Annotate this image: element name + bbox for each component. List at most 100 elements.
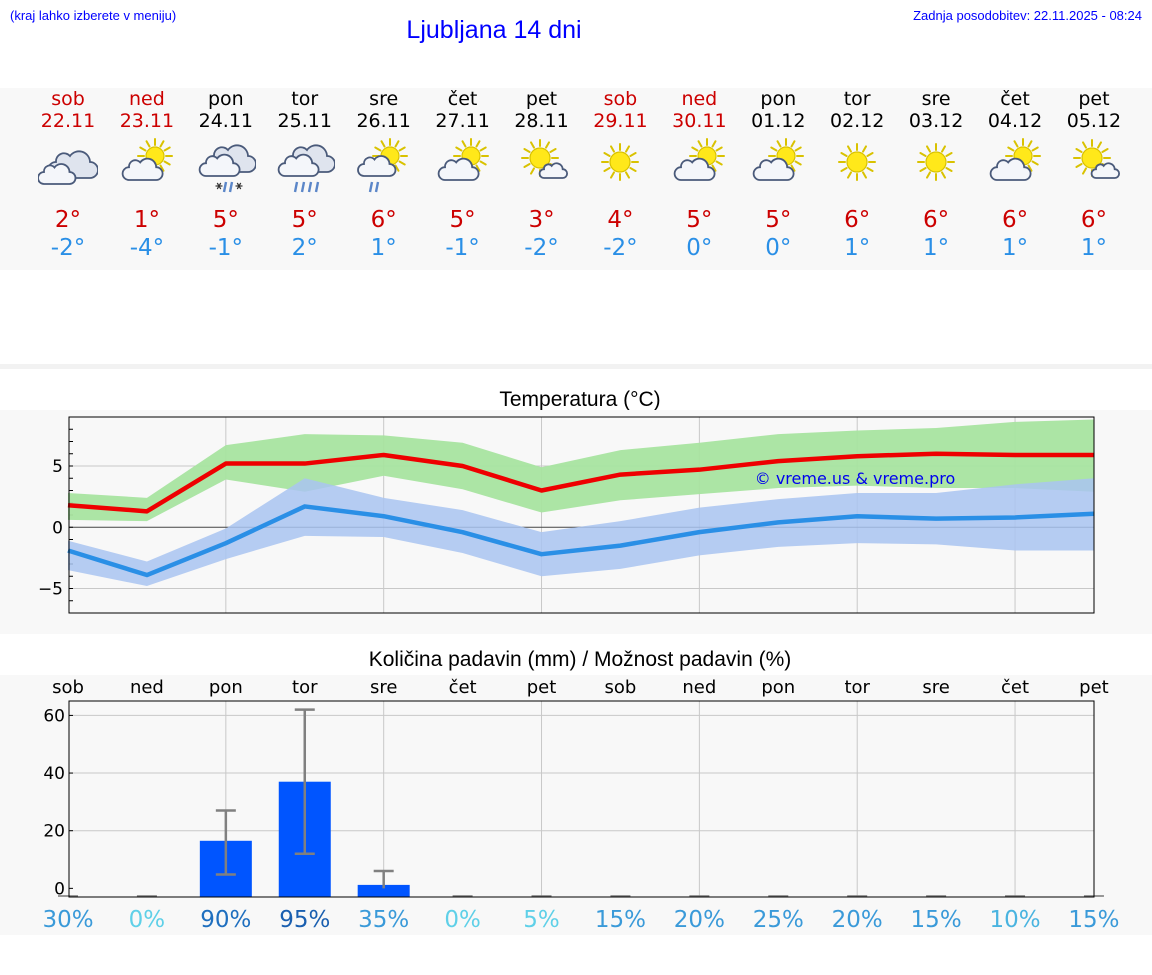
x-tick-label: tor — [292, 677, 318, 698]
y-tick-label: 20 — [43, 822, 65, 842]
precip-probability: 95% — [279, 907, 330, 933]
temp-min: -1° — [208, 235, 244, 261]
day-name: tor — [291, 88, 319, 110]
x-tick-label: pon — [209, 677, 243, 698]
y-tick-label: 60 — [43, 706, 65, 726]
day-name: pon — [207, 88, 244, 110]
sun-cloud-icon — [121, 138, 173, 181]
day-column: sob 22.11 2° -2° — [28, 88, 108, 262]
sun-small-cloud-icon — [520, 139, 568, 179]
precip-probability: 15% — [595, 907, 646, 933]
day-date: 23.11 — [119, 110, 175, 132]
precip-bar — [357, 884, 410, 897]
separator — [0, 364, 1152, 369]
temp-min: -2° — [603, 235, 638, 261]
y-tick-label: 0 — [52, 518, 63, 538]
day-date: 03.12 — [908, 110, 964, 132]
precip-probability: 15% — [1068, 907, 1119, 933]
day-date: 27.11 — [435, 110, 490, 132]
x-tick-label: pet — [1079, 677, 1109, 698]
day-name: sob — [603, 88, 638, 110]
day-column: sob 29.11 4° -2° — [580, 88, 660, 262]
precip-probability: 35% — [358, 907, 409, 933]
temp-min: -2° — [524, 235, 559, 261]
x-tick-label: pon — [761, 677, 795, 698]
y-tick-label: −5 — [38, 580, 63, 600]
x-tick-label: ned — [682, 677, 716, 698]
max-temp-band — [68, 419, 1094, 522]
temp-max: 6° — [844, 207, 871, 233]
temp-max: 6° — [1001, 207, 1029, 233]
temp-max: 6° — [370, 207, 397, 233]
y-tick-label: 5 — [52, 457, 63, 477]
cloud-rain-icon — [277, 144, 335, 193]
sun-icon — [601, 143, 640, 181]
day-name: pon — [760, 88, 797, 110]
sun-cloud-icon — [437, 138, 489, 181]
day-column: tor 02.12 6° 1° — [817, 88, 897, 262]
day-column: sre 03.12 6° 1° — [896, 88, 976, 262]
temp-max: 5° — [449, 207, 476, 233]
day-column: pon 24.11 5° -1° — [186, 88, 266, 262]
temp-min: 1° — [844, 235, 871, 261]
day-date: 28.11 — [514, 110, 569, 132]
day-name: tor — [843, 88, 871, 110]
last-update: Zadnja posodobitev: 22.11.2025 - 08:24 — [913, 8, 1142, 23]
min-temp-line — [67, 504, 1095, 578]
day-column: tor 25.11 5° 2° — [265, 88, 345, 262]
temp-max: 5° — [686, 207, 713, 233]
day-date: 29.11 — [593, 110, 648, 132]
precipitation-chart: sob ned pon tor sre čet pet sob ned pon tor sre čet p… — [42, 677, 1119, 933]
y-tick-label: 40 — [43, 764, 65, 784]
day-column: čet 04.12 6° 1° — [975, 88, 1055, 262]
temp-min: 1° — [1001, 235, 1029, 261]
plot-frame — [68, 416, 1095, 614]
day-name: pet — [1078, 88, 1110, 110]
temp-min: -4° — [129, 235, 165, 261]
x-tick-label: čet — [1001, 677, 1029, 698]
x-tick-label: sre — [922, 677, 949, 698]
day-date: 30.11 — [672, 110, 727, 132]
temp-min: 1° — [1080, 235, 1108, 261]
temperature-chart-title: Temperatura (°C) — [499, 388, 661, 411]
x-tick-label: tor — [844, 677, 870, 698]
precipitation-chart-title: Količina padavin (mm) / Možnost padavin … — [368, 648, 792, 671]
day-column: ned 23.11 1° -4° — [107, 88, 187, 262]
temp-max: 6° — [1080, 207, 1108, 233]
day-name: čet — [1000, 88, 1030, 110]
day-column: pon 01.12 5° 0° — [738, 88, 818, 262]
x-tick-label: pet — [527, 677, 557, 698]
y-tick-label: 0 — [54, 879, 65, 899]
precip-probability: 10% — [989, 907, 1040, 933]
x-tick-label: ned — [130, 677, 164, 698]
sun-icon — [917, 143, 956, 181]
precip-probability: 30% — [42, 907, 93, 933]
temp-max: 5° — [765, 207, 792, 233]
page-title: Ljubljana 14 dni — [406, 16, 582, 44]
day-date: 22.11 — [40, 110, 96, 132]
day-date: 26.11 — [356, 110, 411, 132]
temp-max: 6° — [923, 207, 950, 233]
day-column: sre 26.11 6° 1° — [344, 88, 424, 262]
sun-small-cloud-icon — [1072, 139, 1120, 179]
precip-probability: 20% — [674, 907, 725, 933]
location-hint: (kraj lahko izberete v meniju) — [10, 8, 177, 23]
precip-probability: 0% — [129, 907, 166, 933]
day-name: pet — [525, 88, 558, 110]
day-date: 25.11 — [277, 110, 332, 132]
temp-min: 0° — [686, 235, 713, 261]
cloudy-icon — [38, 150, 98, 185]
sun-cloud-icon — [674, 138, 726, 181]
day-date: 02.12 — [829, 110, 885, 132]
temperature-chart: −5 0 5 © vreme.us & vreme.pro — [38, 416, 1095, 614]
temp-min: 1° — [370, 235, 397, 261]
day-name: ned — [681, 88, 718, 110]
precip-probability: 15% — [911, 907, 962, 933]
precip-probability: 25% — [753, 907, 804, 933]
day-column: pet 05.12 6° 1° — [1054, 88, 1134, 262]
sun-icon — [838, 143, 877, 181]
day-column: ned 30.11 5° 0° — [659, 88, 739, 262]
precip-probability: 20% — [832, 907, 883, 933]
min-temp-band — [68, 478, 1094, 587]
day-date: 05.12 — [1066, 110, 1122, 132]
